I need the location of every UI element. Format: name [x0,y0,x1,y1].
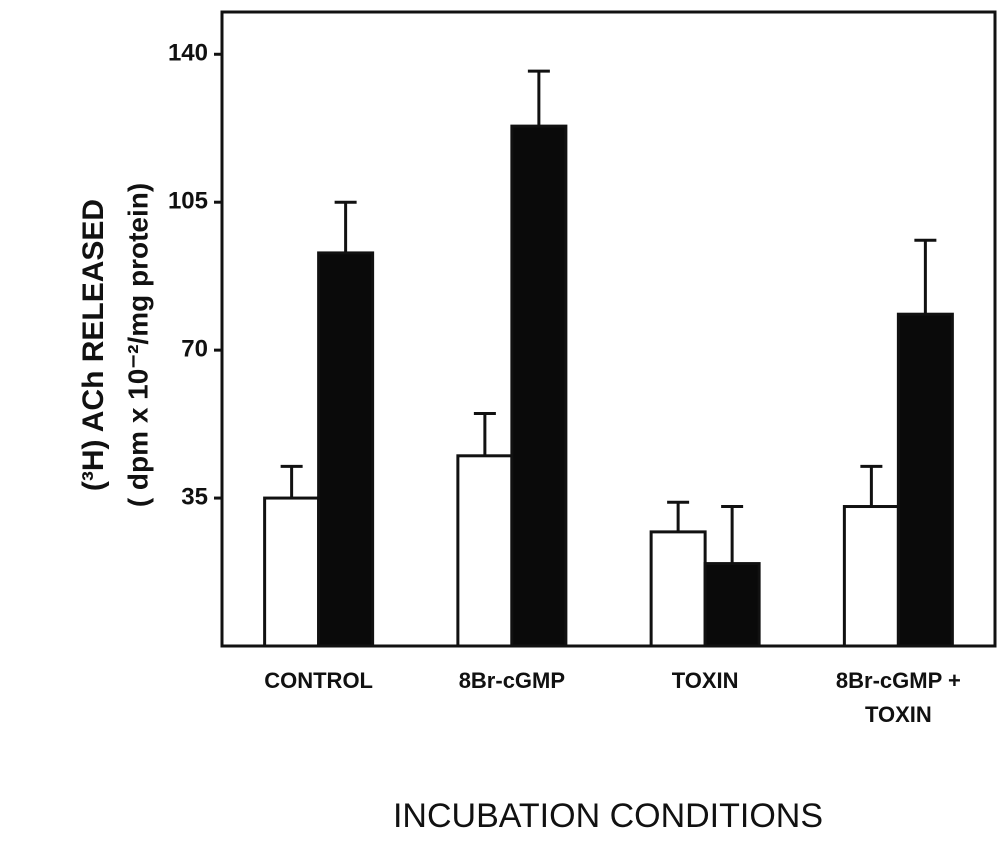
x-tick-label: TOXIN [671,668,739,693]
bar [703,562,761,648]
y-tick-label: 105 [168,188,208,215]
x-tick-label: 8Br-cGMP [458,668,566,693]
plot-frame [220,10,997,648]
x-tick-label: CONTROL [264,668,373,693]
bar [510,124,568,648]
bar [263,496,321,648]
bar [649,530,707,648]
y-tick-label: 140 [168,40,208,67]
bar [896,312,954,648]
bar [456,454,514,648]
y-axis-title: ( dpm x 10⁻²/mg protein) [122,183,153,507]
bar [317,251,375,648]
y-tick-label: 35 [181,483,208,510]
y-tick-label: 70 [181,335,208,362]
x-tick-label: 8Br-cGMP + TOXIN [835,668,961,727]
bar [842,505,900,648]
y-axis-title: (³H) ACh RELEASED [77,199,110,491]
x-axis-title: INCUBATION CONDITIONS [393,797,823,835]
